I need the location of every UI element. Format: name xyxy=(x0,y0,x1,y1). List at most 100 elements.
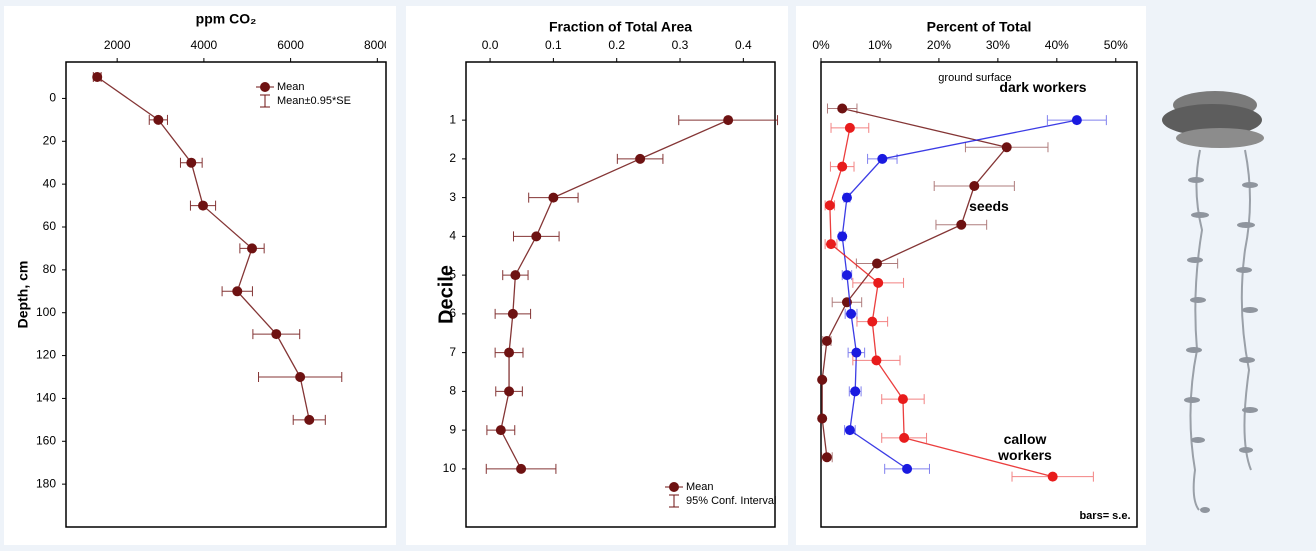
data-point xyxy=(821,336,832,346)
data-point xyxy=(837,161,848,172)
data-point xyxy=(504,347,515,358)
y-tick-label: 8 xyxy=(449,384,456,398)
y-tick-label: 2 xyxy=(449,151,456,165)
x-axis: 0.0 0.1 0.2 0.3 0.4 xyxy=(482,38,752,62)
data-point xyxy=(271,329,282,340)
series-label: dark workers xyxy=(999,79,1087,95)
data-point xyxy=(635,153,646,164)
data-point xyxy=(495,425,506,436)
data-point xyxy=(510,270,521,281)
data-point xyxy=(548,192,559,203)
x-tick-label: 4000 xyxy=(191,38,218,52)
y-tick-label: 120 xyxy=(36,348,56,362)
x-axis: 0% 10% 20% 30% 40% 50% xyxy=(812,38,1128,62)
legend-label: Mean xyxy=(686,481,714,493)
y-tick-label: 5 xyxy=(449,267,456,281)
x-tick-label: 2000 xyxy=(104,38,131,52)
y-tick-label: 9 xyxy=(449,422,456,436)
data-point xyxy=(153,114,164,125)
plot-frame xyxy=(65,61,387,528)
y-tick-label: 60 xyxy=(43,219,57,233)
data-point xyxy=(247,243,258,254)
data-point xyxy=(817,413,828,424)
data-point xyxy=(1047,471,1058,482)
x-tick-label: 0% xyxy=(812,38,830,52)
data-point xyxy=(841,192,852,203)
x-tick-label: 20% xyxy=(927,38,951,52)
y-tick-label: 6 xyxy=(449,306,456,320)
y-tick-label: 100 xyxy=(36,305,56,319)
y-axis-label: Depth, cm xyxy=(15,261,31,329)
data-point xyxy=(956,219,967,230)
x-tick-label: 0.3 xyxy=(672,38,689,52)
data-point xyxy=(837,103,848,114)
data-point xyxy=(826,239,837,250)
plot-frame xyxy=(465,61,776,528)
data-point xyxy=(867,316,878,327)
data-point xyxy=(504,386,515,397)
x-tick-label: 0.0 xyxy=(482,38,499,52)
plot-frame xyxy=(820,61,1138,528)
y-tick-label: 40 xyxy=(43,176,57,190)
series-label: seeds xyxy=(969,198,1009,214)
x-tick-label: 0.2 xyxy=(608,38,625,52)
panel-bg xyxy=(406,6,788,545)
series-label: callow workers xyxy=(998,431,1052,463)
chart-title: Fraction of Total Area xyxy=(549,19,692,35)
x-tick-label: 30% xyxy=(986,38,1010,52)
data-point xyxy=(851,347,862,358)
series-line xyxy=(829,127,1053,478)
data-point xyxy=(824,200,835,211)
y-tick-label: 0 xyxy=(49,91,56,105)
x-tick-label: 8000 xyxy=(364,38,391,52)
y-tick-label: 1 xyxy=(449,112,456,126)
nest-illustration xyxy=(1162,91,1264,513)
legend-label: 95% Conf. Interval xyxy=(686,495,777,507)
series-line xyxy=(841,119,1077,470)
legend-label: Mean±0.95*SE xyxy=(277,95,351,107)
x-tick-label: 40% xyxy=(1045,38,1069,52)
data-point xyxy=(1001,142,1012,153)
x-tick-label: 0.4 xyxy=(735,38,752,52)
y-tick-label: 140 xyxy=(36,391,56,405)
annotation: ground surface xyxy=(938,72,1011,84)
panel-bg xyxy=(4,6,396,545)
legend-errorbar xyxy=(260,94,270,108)
x-tick-label: 50% xyxy=(1104,38,1128,52)
y-tick-label: 10 xyxy=(443,461,457,475)
data-point xyxy=(198,200,209,211)
legend-errorbar xyxy=(669,494,679,508)
data-point xyxy=(723,115,734,126)
y-tick-label: 4 xyxy=(449,229,456,243)
y-axis-label: Decile xyxy=(435,265,457,324)
y-tick-label: 80 xyxy=(43,262,57,276)
chart-title: ppm CO₂ xyxy=(196,11,257,27)
data-point xyxy=(92,72,103,82)
data-point xyxy=(295,372,306,382)
y-tick-label: 20 xyxy=(43,133,57,147)
data-point xyxy=(899,432,910,443)
y-tick-label: 180 xyxy=(36,476,56,490)
data-point xyxy=(304,414,315,425)
data-point xyxy=(846,308,857,319)
x-tick-label: 10% xyxy=(868,38,892,52)
data-point xyxy=(817,374,828,385)
series-line xyxy=(500,119,729,470)
data-point xyxy=(1071,115,1082,126)
data-point xyxy=(969,181,980,191)
data-point xyxy=(841,270,852,281)
data-point xyxy=(850,386,861,397)
x-tick-label: 6000 xyxy=(277,38,304,52)
data-point xyxy=(821,452,832,463)
data-point xyxy=(531,231,542,242)
data-point xyxy=(871,355,882,366)
y-tick-label: 3 xyxy=(449,190,456,204)
x-tick-label: 0.1 xyxy=(545,38,562,52)
x-axis: 2000 4000 6000 8000 xyxy=(104,38,391,62)
data-point xyxy=(873,277,884,288)
data-point xyxy=(877,153,888,164)
data-point xyxy=(902,463,913,474)
data-point xyxy=(844,425,855,436)
